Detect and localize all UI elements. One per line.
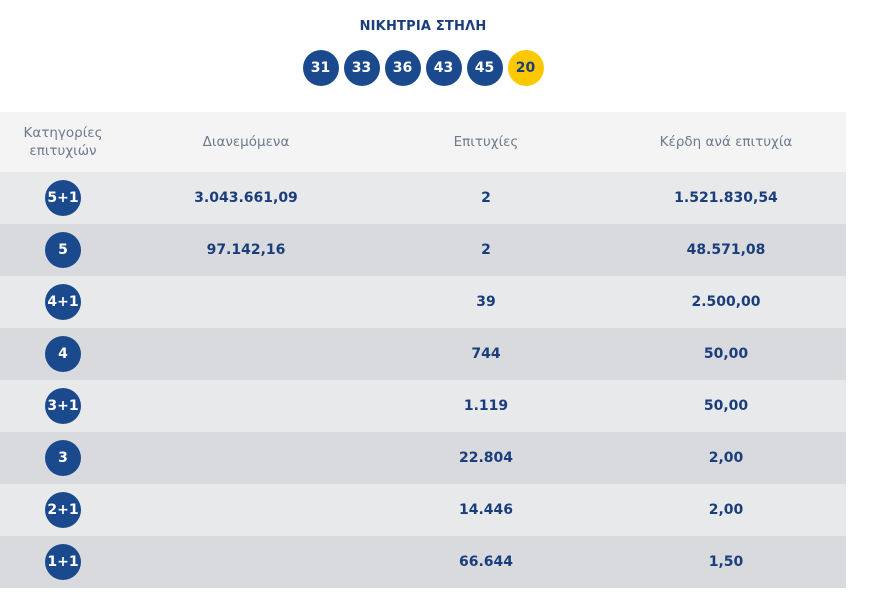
prize-cell: 50,00 xyxy=(703,398,749,414)
category-badge: 4 xyxy=(45,336,81,372)
prize-table: Κατηγορίες επιτυχιών Διανεμόμενα Επιτυχί… xyxy=(0,112,846,588)
winners-cell: 39 xyxy=(476,294,496,310)
header-prize: Κέρδη ανά επιτυχία xyxy=(659,134,793,150)
table-row: 2+1 14.446 2,00 xyxy=(0,484,846,536)
winners-cell: 14.446 xyxy=(458,502,514,518)
prize-cell: 2,00 xyxy=(708,450,744,466)
category-badge: 4+1 xyxy=(45,284,81,320)
table-row: 3+1 1.119 50,00 xyxy=(0,380,846,432)
bonus-ball: 20 xyxy=(507,50,544,86)
table-row: 5+1 3.043.661,09 2 1.521.830,54 xyxy=(0,172,846,224)
header-winners: Επιτυχίες xyxy=(453,134,519,150)
prize-cell: 1.521.830,54 xyxy=(674,190,778,206)
distributed-cell: 3.043.661,09 xyxy=(194,190,298,206)
distributed-cell: 97.142,16 xyxy=(206,242,286,258)
winners-cell: 744 xyxy=(471,346,501,362)
prize-cell: 48.571,08 xyxy=(686,242,766,258)
table-row: 5 97.142,16 2 48.571,08 xyxy=(0,224,846,276)
category-badge: 2+1 xyxy=(45,492,81,528)
category-badge: 1+1 xyxy=(45,544,81,580)
number-ball: 45 xyxy=(466,50,503,86)
winners-cell: 22.804 xyxy=(458,450,514,466)
table-row: 4+1 39 2.500,00 xyxy=(0,276,846,328)
category-badge: 5 xyxy=(45,232,81,268)
table-row: 4 744 50,00 xyxy=(0,328,846,380)
prize-cell: 1,50 xyxy=(708,554,744,570)
number-ball: 33 xyxy=(343,50,380,86)
category-badge: 3+1 xyxy=(45,388,81,424)
prize-cell: 50,00 xyxy=(703,346,749,362)
category-badge: 3 xyxy=(45,440,81,476)
category-badge: 5+1 xyxy=(45,180,81,216)
winners-cell: 1.119 xyxy=(463,398,509,414)
table-row: 1+1 66.644 1,50 xyxy=(0,536,846,588)
header-category: Κατηγορίες επιτυχιών xyxy=(23,125,103,159)
winning-column-title: ΝΙΚΗΤΡΙΑ ΣΤΗΛΗ xyxy=(359,19,487,34)
number-ball: 43 xyxy=(425,50,462,86)
winning-numbers: 31 33 36 43 45 20 xyxy=(0,50,846,86)
winners-cell: 2 xyxy=(481,190,491,206)
winners-cell: 66.644 xyxy=(458,554,514,570)
prize-cell: 2,00 xyxy=(708,502,744,518)
winners-cell: 2 xyxy=(481,242,491,258)
number-ball: 36 xyxy=(384,50,421,86)
table-row: 3 22.804 2,00 xyxy=(0,432,846,484)
prize-cell: 2.500,00 xyxy=(691,294,761,310)
table-header: Κατηγορίες επιτυχιών Διανεμόμενα Επιτυχί… xyxy=(0,112,846,172)
number-ball: 31 xyxy=(302,50,339,86)
header-distributed: Διανεμόμενα xyxy=(202,134,290,150)
